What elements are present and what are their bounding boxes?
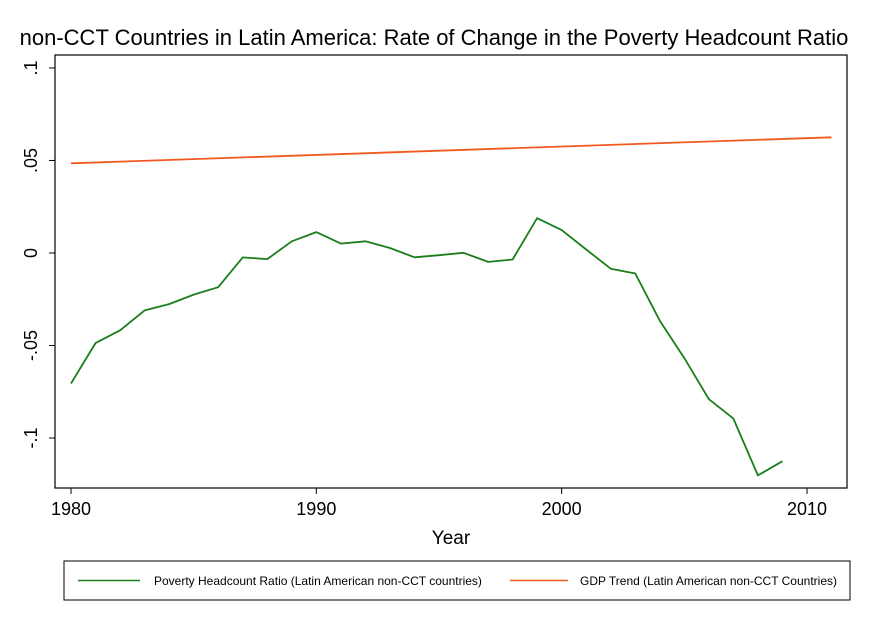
y-tick-label: -.05	[21, 330, 41, 361]
series-layer	[70, 136, 832, 477]
plot-area	[54, 54, 848, 489]
x-tick-label: 2010	[787, 499, 827, 519]
legend-box	[63, 560, 851, 601]
series-line-gdp	[70, 136, 832, 165]
x-tick-label: 2000	[542, 499, 582, 519]
x-axis: 1980 1990 2000 2010	[51, 488, 827, 519]
y-tick-label: -.1	[21, 428, 41, 449]
series-line-poverty	[70, 217, 783, 477]
legend: Poverty Headcount Ratio (Latin American …	[63, 560, 851, 601]
y-tick-label: 0	[21, 248, 41, 258]
x-axis-label: Year	[432, 528, 471, 549]
x-tick-label: 1980	[51, 499, 91, 519]
chart-title: non-CCT Countries in Latin America: Rate…	[20, 25, 849, 50]
y-tick-label: .1	[21, 60, 41, 75]
x-tick-label: 1990	[296, 499, 336, 519]
legend-label-gdp: GDP Trend (Latin American non-CCT Countr…	[580, 574, 837, 588]
y-tick-label: .05	[21, 148, 41, 173]
legend-label-poverty: Poverty Headcount Ratio (Latin American …	[154, 574, 482, 588]
y-axis: .1 .05 0 -.05 -.1	[21, 60, 55, 449]
